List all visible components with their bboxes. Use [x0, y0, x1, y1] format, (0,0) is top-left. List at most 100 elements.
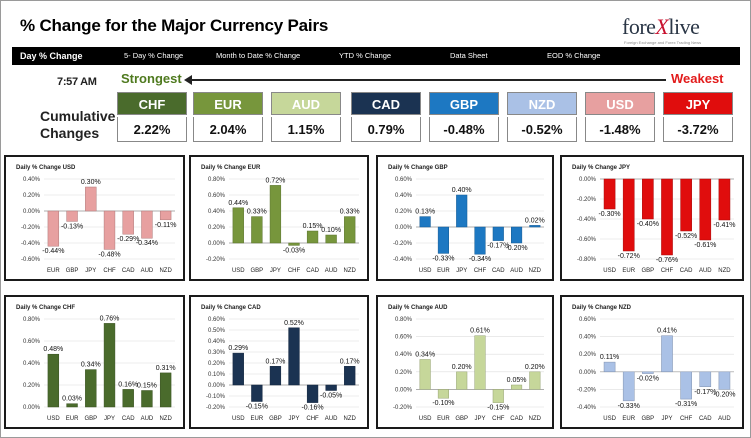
currency-cumulative-value: -1.48% [585, 117, 655, 142]
data-label: -0.20% [505, 245, 527, 252]
chart-title: Daily % Change CAD [201, 305, 261, 311]
data-label: 0.33% [340, 209, 360, 216]
y-tick-label: -0.60% [21, 257, 41, 263]
logo-text-pre: fore [622, 14, 656, 39]
x-category-label: EUR [437, 416, 450, 422]
x-category-label: GBP [84, 416, 97, 422]
currency-cumulative-value: 0.79% [351, 117, 421, 142]
y-tick-label: 0.20% [208, 361, 226, 367]
bar-gbp [85, 369, 97, 408]
x-category-label: USD [232, 416, 245, 422]
bar-cad [122, 210, 134, 235]
data-label: 0.41% [657, 328, 677, 335]
x-category-label: GBP [455, 416, 468, 422]
data-label: -0.76% [656, 257, 678, 264]
chart-title: Daily % Change NZD [572, 305, 632, 311]
nav-day-change[interactable]: Day % Change [20, 51, 83, 61]
x-category-label: EUR [66, 416, 79, 422]
bar-gbp [66, 210, 78, 222]
currency-cumulative-value: 2.04% [193, 117, 263, 142]
cumulative-label-line2: Changes [40, 125, 100, 141]
bar-chart: 0.40% 0.20% 0.00% -0.20% -0.40% -0.60%-0.44% E… [21, 177, 177, 274]
cumulative-label-line1: Cumulative [40, 108, 116, 124]
x-category-label: EUR [622, 416, 635, 422]
nav-eod-change[interactable]: EOD % Change [547, 51, 601, 60]
data-label: -0.02% [637, 376, 659, 383]
bar-eur [622, 371, 635, 402]
x-category-label: GBP [269, 416, 282, 422]
bar-aud [718, 371, 731, 390]
y-tick-label: 0.00% [395, 225, 413, 231]
x-category-label: CAD [122, 416, 135, 422]
x-category-label: JPY [270, 268, 281, 274]
bar-gbp [642, 178, 654, 220]
bar-jpy [288, 327, 300, 386]
bar-jpy [269, 185, 282, 244]
y-tick-label: 0.40% [579, 335, 597, 341]
x-category-label: AUD [510, 268, 523, 274]
y-tick-label: -0.20% [21, 225, 41, 231]
x-category-label: CHF [661, 268, 674, 274]
data-label: -0.31% [675, 401, 697, 408]
data-label: 0.40% [452, 187, 472, 194]
currency-code: JPY [663, 92, 733, 115]
currency-cumulative-value: -0.48% [429, 117, 499, 142]
bar-chart: 0.80% 0.60% 0.40% 0.20% 0.00% 0.48% USD 0.03% EU… [23, 315, 176, 422]
nav-ytd-change[interactable]: YTD % Change [339, 51, 392, 60]
logo-tagline: Foreign Exchange and Forex Trading News [624, 40, 702, 45]
y-tick-label: 0.20% [395, 209, 413, 215]
currency-box-aud: AUD 1.15% [271, 92, 341, 142]
data-label: 0.48% [43, 346, 63, 353]
currency-box-gbp: GBP -0.48% [429, 92, 499, 142]
data-label: 0.34% [415, 351, 435, 358]
x-category-label: JPY [661, 416, 672, 422]
x-category-label: CHF [103, 268, 116, 274]
x-category-label: CHF [306, 416, 319, 422]
x-category-label: CHF [492, 416, 505, 422]
nav-data-sheet[interactable]: Data Sheet [450, 51, 488, 60]
data-label: 0.17% [265, 358, 285, 365]
y-tick-label: -0.40% [21, 241, 41, 247]
data-label: -0.30% [598, 211, 620, 218]
bar-chart: 0.60% 0.40% 0.20% 0.00% -0.20% -0.40% 0.13% USD… [393, 177, 545, 274]
y-tick-label: 0.20% [23, 383, 41, 389]
x-category-label: CHF [474, 268, 487, 274]
x-category-label: CAD [492, 268, 505, 274]
y-tick-label: 0.80% [395, 317, 413, 323]
data-label: -0.11% [155, 222, 177, 229]
timestamp: 7:57 AM [57, 76, 97, 88]
weakest-label: Weakest [671, 71, 724, 86]
bar-chf [661, 178, 673, 256]
bar-usd [419, 359, 431, 390]
bar-chf [288, 242, 300, 246]
y-tick-label: 0.80% [208, 177, 226, 183]
currency-code: NZD [507, 92, 577, 115]
x-category-label: AUD [141, 268, 154, 274]
y-tick-label: 0.40% [395, 352, 413, 358]
x-category-label: GBP [642, 268, 655, 274]
currency-box-chf: CHF 2.22% [117, 92, 187, 142]
x-category-label: CAD [680, 268, 693, 274]
nav-month-to-date-change[interactable]: Month to Date % Change [216, 51, 301, 60]
x-category-label: JPY [288, 416, 299, 422]
x-category-label: AUD [325, 268, 338, 274]
bar-chf [474, 226, 486, 255]
bar-chart: 0.00% -0.20% -0.40% -0.60% -0.80% -0.30% USD -0… [577, 177, 736, 274]
y-tick-label: 0.60% [208, 317, 226, 323]
bar-aud [699, 178, 712, 241]
forexlive-logo[interactable]: foreXlive Foreign Exchange and Forex Tra… [620, 12, 735, 48]
data-label: 0.76% [100, 315, 120, 322]
data-label: 0.34% [81, 362, 101, 369]
currency-code: CHF [117, 92, 187, 115]
data-label: -0.34% [136, 240, 158, 247]
x-category-label: USD [419, 416, 432, 422]
bar-eur [437, 226, 449, 254]
bar-jpy [474, 335, 486, 390]
bar-cad [699, 371, 712, 388]
bar-chart: 0.60% 0.40% 0.20% 0.00% -0.20% -0.40% 0.11% USD… [577, 317, 736, 422]
y-tick-label: -0.80% [577, 257, 597, 263]
chart-panel-gbp: Daily % Change GBP 0.60% 0.40% 0.20% 0.00% -0… [376, 155, 554, 281]
nav-5day-change[interactable]: 5- Day % Change [124, 51, 184, 60]
x-category-label: EUR [251, 416, 264, 422]
y-tick-label: 0.40% [208, 339, 226, 345]
